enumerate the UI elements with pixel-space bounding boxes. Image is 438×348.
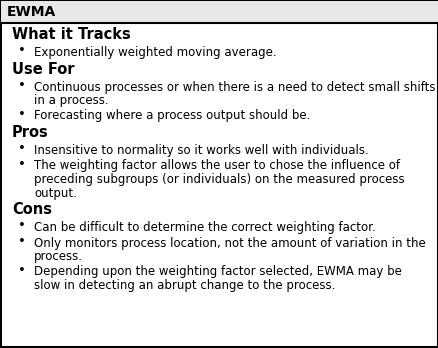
Text: What it Tracks: What it Tracks (12, 27, 131, 42)
Text: Forecasting where a process output should be.: Forecasting where a process output shoul… (34, 110, 310, 122)
Text: Depending upon the weighting factor selected, EWMA may be: Depending upon the weighting factor sele… (34, 266, 401, 278)
Text: •: • (18, 158, 26, 171)
Text: •: • (18, 108, 26, 121)
Text: Exponentially weighted moving average.: Exponentially weighted moving average. (34, 46, 276, 59)
Text: •: • (18, 44, 26, 57)
Bar (1, 1, 437, 23)
Text: Only monitors process location, not the amount of variation in the: Only monitors process location, not the … (34, 237, 425, 250)
Text: process.: process. (34, 250, 83, 263)
Text: EWMA: EWMA (7, 5, 56, 19)
Text: slow in detecting an abrupt change to the process.: slow in detecting an abrupt change to th… (34, 279, 335, 292)
Text: output.: output. (34, 187, 77, 199)
Text: The weighting factor allows the user to chose the influence of: The weighting factor allows the user to … (34, 159, 399, 173)
Text: •: • (18, 235, 26, 248)
Text: •: • (18, 79, 26, 92)
Text: •: • (18, 142, 26, 155)
Text: preceding subgroups (or individuals) on the measured process: preceding subgroups (or individuals) on … (34, 173, 404, 186)
Text: Use For: Use For (12, 62, 74, 77)
Text: in a process.: in a process. (34, 94, 108, 107)
Text: Pros: Pros (12, 125, 49, 140)
Text: Cons: Cons (12, 202, 52, 217)
Text: •: • (18, 219, 26, 232)
Text: Can be difficult to determine the correct weighting factor.: Can be difficult to determine the correc… (34, 221, 375, 234)
Text: Insensitive to normality so it works well with individuals.: Insensitive to normality so it works wel… (34, 144, 368, 157)
Text: •: • (18, 264, 26, 277)
Text: Continuous processes or when there is a need to detect small shifts: Continuous processes or when there is a … (34, 80, 434, 94)
